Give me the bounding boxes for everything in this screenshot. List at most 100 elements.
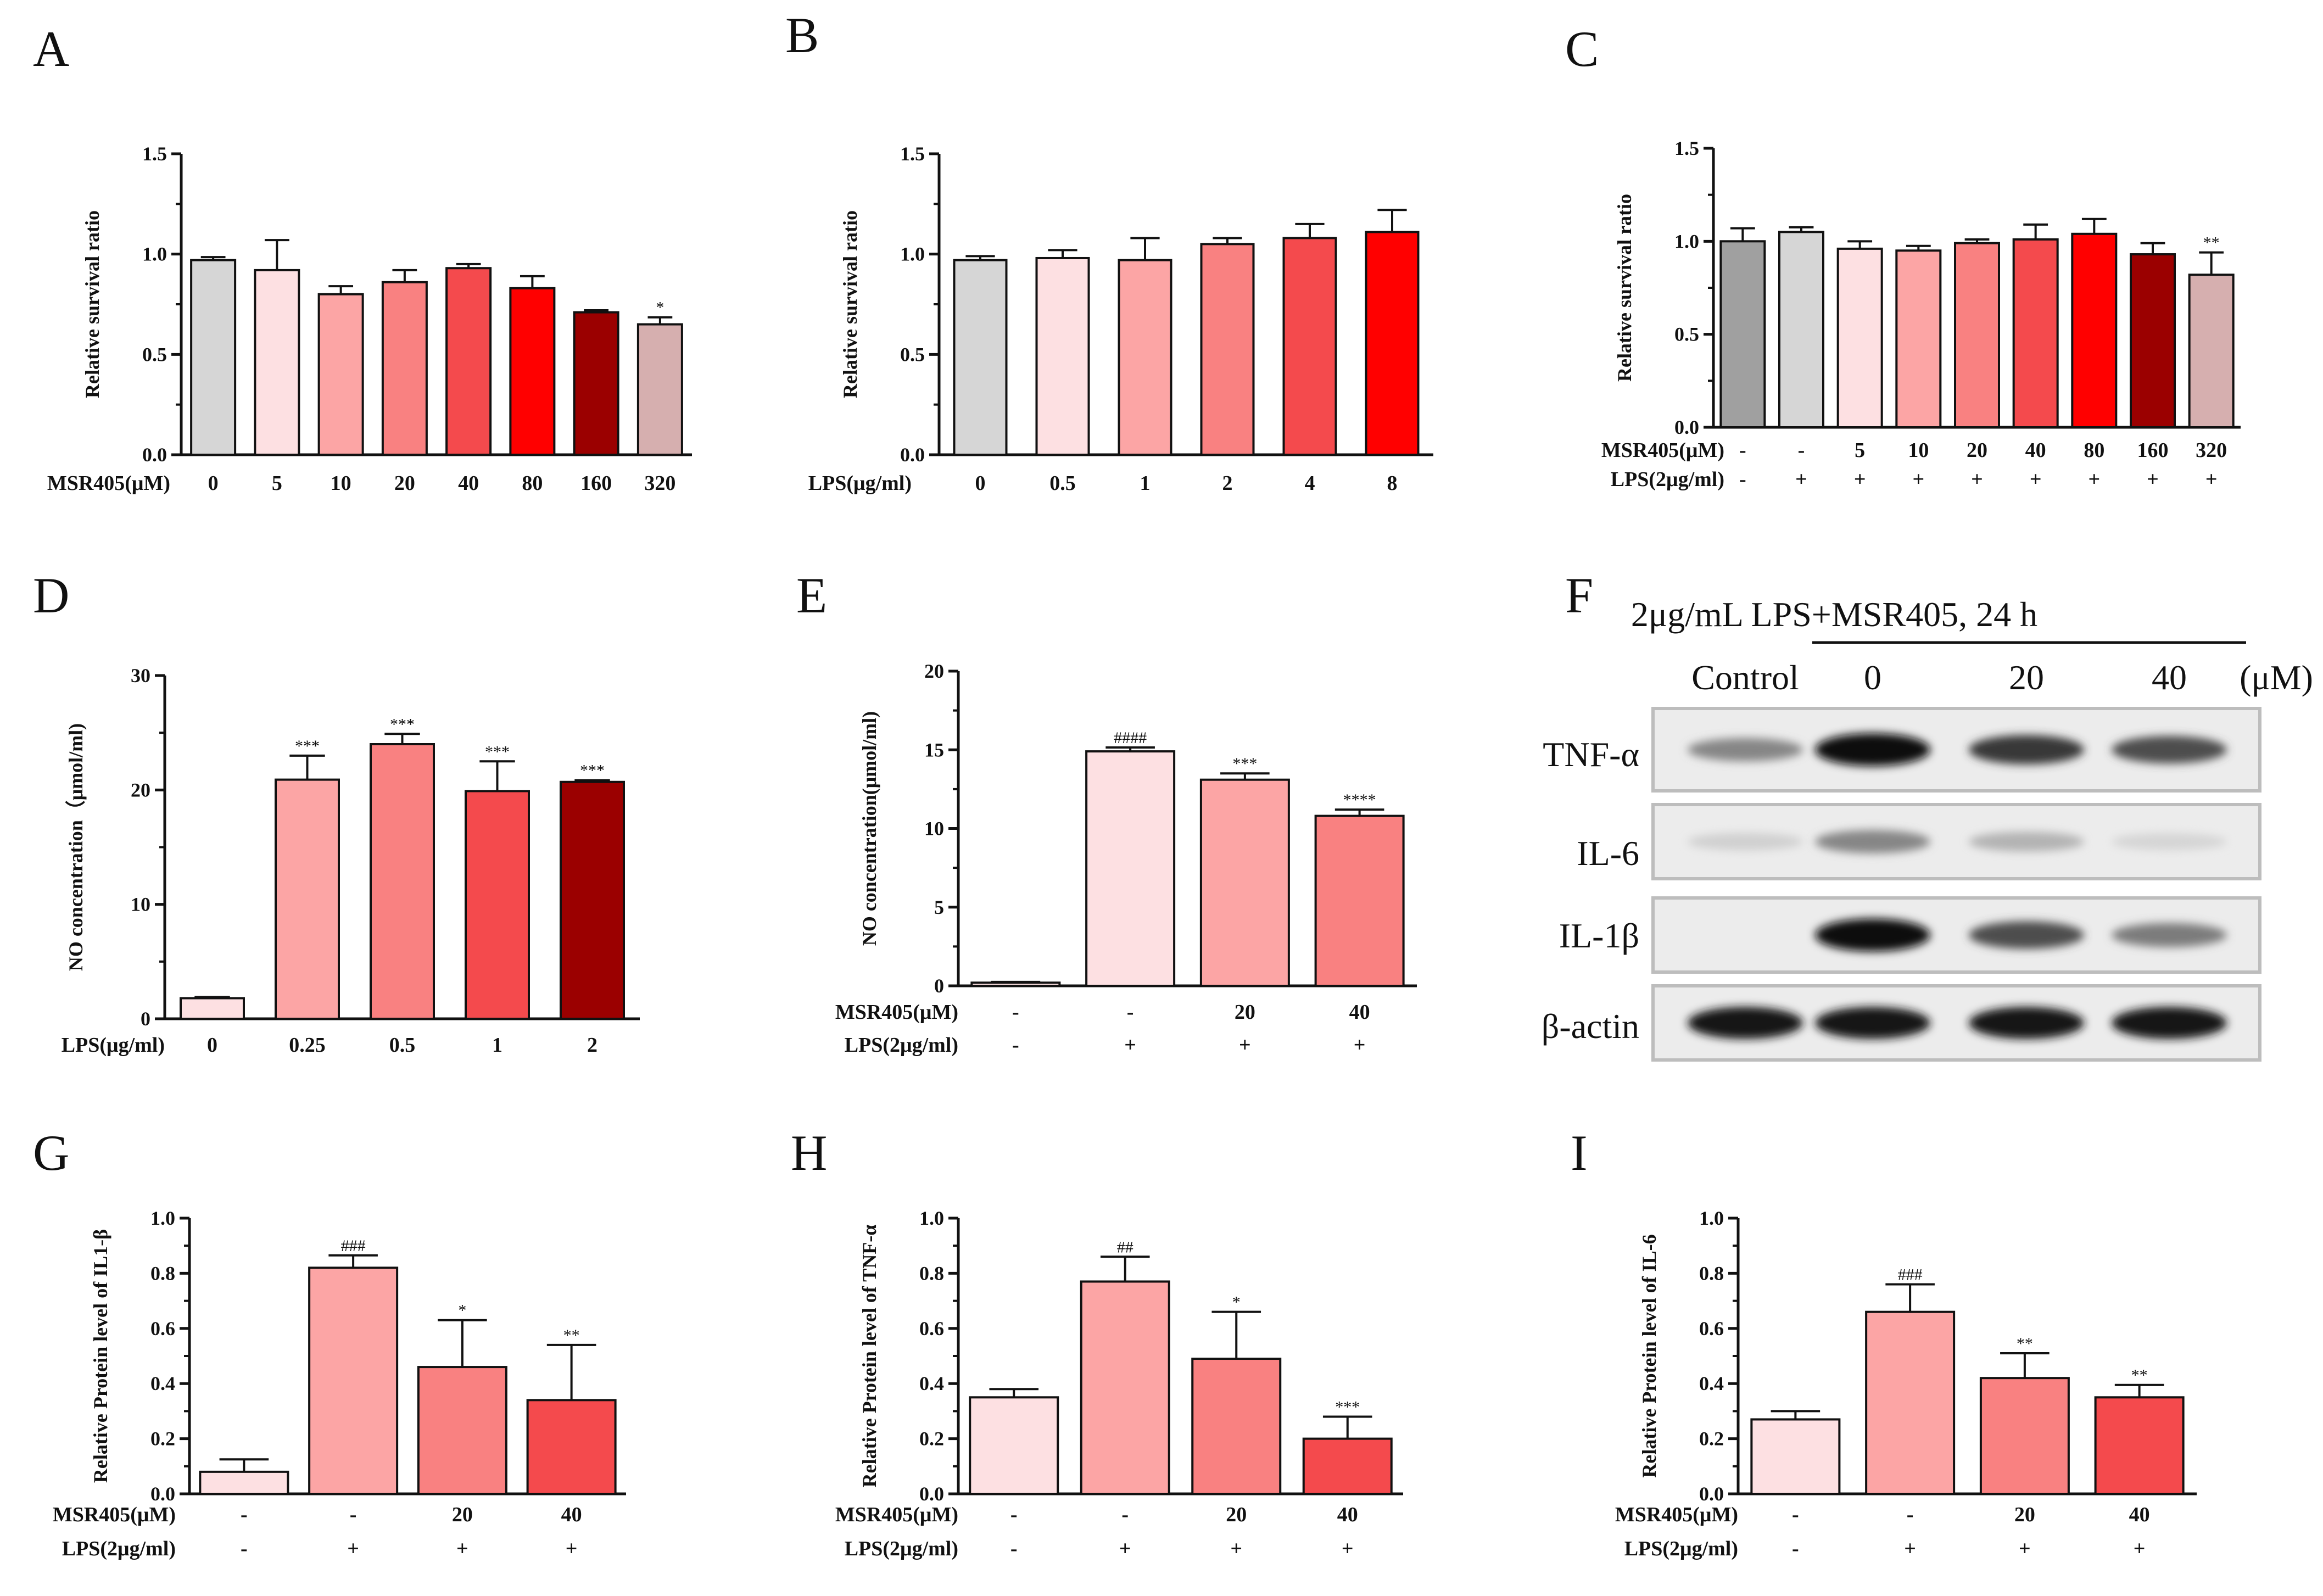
- y-tick-label-d: 20: [131, 779, 150, 801]
- category-label-d: 2: [587, 1034, 597, 1057]
- blot-band: [2112, 833, 2227, 851]
- panel-label-f: F: [1565, 567, 1593, 623]
- blot-band: [1688, 833, 1803, 851]
- row-label-e: MSR405(μM): [835, 1001, 958, 1024]
- bar-b: [1365, 231, 1420, 456]
- significance-label-c: **: [2203, 234, 2220, 252]
- significance-label-e: ####: [1114, 729, 1147, 747]
- category-label-a: 160: [580, 472, 612, 495]
- bar-d: [180, 997, 245, 1020]
- category-label-h: +: [1230, 1537, 1242, 1560]
- panel-label-e: E: [796, 567, 827, 623]
- significance-label-g: *: [458, 1302, 466, 1320]
- chart-c: 0.0 0.5 1.0 1.5 Relative survival ratio ** MSR…: [1601, 137, 2241, 491]
- category-label-b: 2: [1222, 472, 1233, 495]
- y-axis-label-g: Relative Protein level of IL1-β: [90, 1229, 111, 1483]
- bar-b: [1118, 259, 1172, 456]
- y-tick-label-h: 0.2: [919, 1428, 944, 1450]
- category-label-d: 0.25: [289, 1034, 326, 1057]
- y-axis-label-b: Relative survival ratio: [839, 210, 861, 398]
- y-tick-label-c: 0.5: [1674, 323, 1699, 345]
- bar-e: [1314, 814, 1405, 987]
- category-label-c: +: [2089, 468, 2101, 491]
- y-tick-label-h: 0.0: [919, 1483, 944, 1505]
- blot-band: [1688, 1007, 1803, 1039]
- row-label-a: MSR405(μM): [47, 472, 170, 495]
- category-label-a: 80: [522, 472, 543, 495]
- bar-g: [199, 1470, 289, 1495]
- significance-label-g: **: [563, 1326, 580, 1344]
- category-label-i: 40: [2129, 1503, 2150, 1526]
- category-label-g: -: [241, 1537, 248, 1560]
- category-label-h: -: [1010, 1537, 1018, 1560]
- y-tick-label-i: 1.0: [1699, 1207, 1724, 1229]
- category-label-c: +: [1854, 468, 1866, 491]
- bar-h: [1191, 1358, 1282, 1495]
- y-tick-label-d: 10: [131, 894, 150, 916]
- significance-label-d: ***: [295, 737, 320, 755]
- y-tick-label-e: 10: [924, 818, 944, 840]
- bar-c: [1836, 247, 1883, 428]
- blot-column-0: 0: [1864, 658, 1881, 697]
- y-tick-label-e: 20: [924, 660, 944, 682]
- y-tick-label-h: 0.6: [919, 1318, 944, 1340]
- bar-e: [1085, 750, 1176, 987]
- blot-band: [2112, 923, 2227, 947]
- bar-c: [1719, 240, 1766, 428]
- row-label-c: MSR405(μM): [1601, 439, 1724, 462]
- significance-label-i: **: [2017, 1335, 2033, 1353]
- row-label-b: LPS(μg/ml): [808, 472, 912, 495]
- bar-g: [526, 1399, 617, 1495]
- bar-e: [1199, 778, 1290, 987]
- row-label-g: MSR405(μM): [53, 1503, 176, 1526]
- chart-g: 0.0 0.2 0.4 0.6 0.8 1.0 Relative Protein level…: [53, 1207, 626, 1560]
- category-label-g: 20: [452, 1503, 473, 1526]
- western-blot-panel: 2μg/mL LPS+MSR405, 24 h Control 0 20 40 …: [1542, 595, 2313, 1062]
- y-tick-label-c: 0.0: [1674, 416, 1699, 438]
- bar-b: [1035, 256, 1090, 456]
- blot-band: [1969, 921, 2084, 949]
- row-label-i: MSR405(μM): [1615, 1503, 1738, 1526]
- bar-d: [370, 743, 435, 1020]
- y-axis-label-e: NO concentration(μmol/ml): [858, 711, 880, 946]
- category-label-b: 4: [1305, 472, 1315, 495]
- bar-i: [1750, 1418, 1841, 1495]
- y-tick-label-a: 1.0: [142, 243, 167, 265]
- bar-c: [2188, 274, 2235, 428]
- bar-d: [560, 780, 625, 1020]
- panel-label-b: B: [785, 7, 819, 63]
- category-label-a: 5: [272, 472, 282, 495]
- category-label-c: 40: [2025, 439, 2046, 462]
- category-label-g: -: [241, 1503, 248, 1526]
- significance-label-h: *: [1232, 1293, 1241, 1312]
- category-label-d: 0.5: [389, 1034, 416, 1057]
- category-label-a: 20: [394, 472, 415, 495]
- panel-label-h: H: [791, 1125, 827, 1181]
- y-tick-label-g: 0.4: [150, 1372, 175, 1394]
- y-tick-label-g: 0.0: [150, 1483, 175, 1505]
- category-label-i: +: [2134, 1537, 2146, 1560]
- category-label-c: 20: [1967, 439, 1987, 462]
- significance-label-i: **: [2131, 1366, 2148, 1385]
- category-label-i: -: [1792, 1503, 1799, 1526]
- y-tick-label-b: 1.0: [900, 243, 925, 265]
- category-label-i: +: [1904, 1537, 1916, 1560]
- blot-band: [1815, 918, 1930, 952]
- y-tick-label-a: 0.5: [142, 343, 167, 365]
- blot-row-actin: β-actin: [1542, 1007, 1639, 1046]
- category-label-c: -: [1798, 439, 1805, 462]
- row-label-e: LPS(2μg/ml): [845, 1034, 958, 1057]
- significance-label-h: ##: [1117, 1238, 1133, 1256]
- y-tick-label-i: 0.2: [1699, 1428, 1724, 1450]
- category-label-c: 10: [1908, 439, 1929, 462]
- blot-column-20: 20: [2009, 658, 2044, 697]
- blot-band: [1969, 1007, 2084, 1039]
- blot-band: [1815, 733, 1930, 766]
- category-label-b: 1: [1140, 472, 1151, 495]
- significance-label-d: ***: [390, 715, 415, 733]
- y-tick-label-c: 1.5: [1674, 137, 1699, 159]
- blot-band: [1815, 830, 1930, 853]
- bar-c: [2130, 253, 2176, 428]
- blot-header: 2μg/mL LPS+MSR405, 24 h: [1631, 595, 2037, 634]
- blot-band: [1969, 832, 2084, 852]
